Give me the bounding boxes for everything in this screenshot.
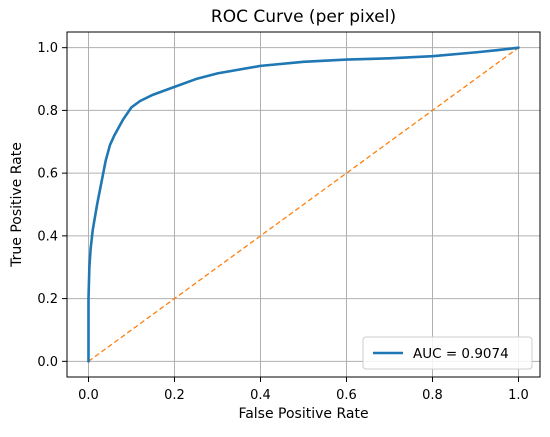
tick-layer: 0.0 0.2 0.4 0.6 0.8 1.0 0.0 0.2 0.4 0.6 0.8 1.0	[37, 41, 529, 403]
y-tick-label: 0.6	[37, 167, 58, 182]
legend: AUC = 0.9074	[362, 336, 533, 370]
series-layer	[87, 46, 520, 363]
chart-title: ROC Curve (per pixel)	[211, 7, 396, 27]
legend-label-roc: AUC = 0.9074	[413, 346, 509, 362]
x-tick-label: 0.4	[250, 388, 271, 403]
y-tick-label: 0.2	[37, 292, 58, 307]
plot-frame	[66, 31, 541, 378]
x-axis-label: False Positive Rate	[238, 406, 368, 422]
x-tick-label: 0.2	[164, 388, 185, 403]
y-tick-label: 1.0	[37, 41, 58, 56]
x-tick-label: 0.0	[78, 388, 99, 403]
y-tick-label: 0.4	[37, 229, 58, 244]
grid-layer	[67, 32, 540, 377]
legend-box	[362, 336, 533, 370]
roc-curve-line	[87, 46, 520, 363]
chance-diagonal-line	[88, 47, 519, 362]
y-tick-label: 0.0	[37, 355, 58, 370]
x-tick-label: 0.6	[336, 388, 357, 403]
y-axis-label: True Positive Rate	[9, 142, 25, 268]
x-tick-label: 1.0	[508, 388, 529, 403]
x-tick-label: 0.8	[422, 388, 443, 403]
y-tick-label: 0.8	[37, 104, 58, 119]
